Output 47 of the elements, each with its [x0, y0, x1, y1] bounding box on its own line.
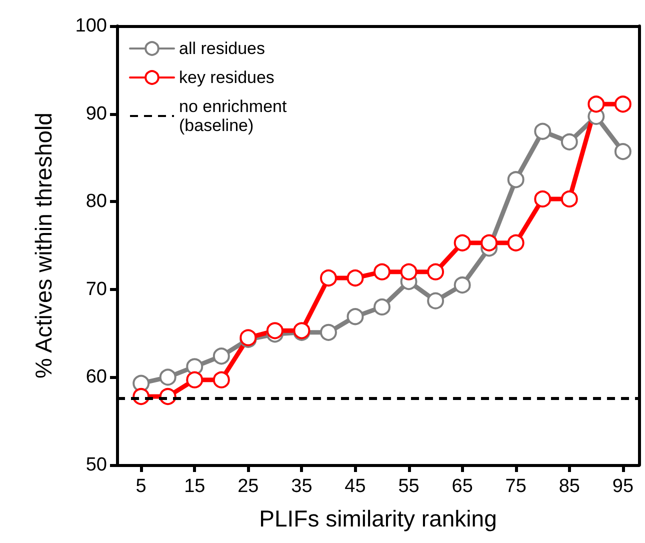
- x-tick-label: 75: [505, 476, 526, 497]
- y-tick-label: 100: [75, 16, 107, 36]
- point: [159, 368, 176, 386]
- x-axis-title: PLIFs similarity ranking: [259, 506, 497, 532]
- y-tick-label: 90: [86, 103, 107, 124]
- point: [507, 234, 524, 252]
- legend-label: key residues: [179, 68, 274, 87]
- x-tick-label: 85: [558, 476, 580, 497]
- legend-label: no enrichment (baseline): [179, 97, 288, 135]
- point: [534, 122, 552, 140]
- point: [614, 143, 632, 160]
- x-tick-label: 15: [184, 476, 206, 497]
- x-tick-label: 5: [136, 476, 146, 497]
- y-tick-label: 60: [86, 366, 107, 388]
- point: [454, 276, 471, 294]
- x-tick-label: 45: [344, 476, 366, 497]
- point: [454, 234, 471, 252]
- y-axis-title: % Actives within threshold: [30, 112, 56, 378]
- point: [560, 133, 578, 150]
- point: [480, 234, 498, 252]
- legend-label: all residues: [179, 39, 265, 58]
- x-tick-label: 55: [398, 476, 420, 497]
- y-tick-label: 50: [86, 454, 107, 476]
- point: [534, 190, 552, 208]
- point: [427, 263, 444, 280]
- point: [400, 263, 418, 280]
- point: [212, 371, 230, 388]
- point: [320, 269, 337, 286]
- x-tick-label: 35: [291, 476, 312, 497]
- y-tick-label: 80: [86, 191, 107, 212]
- point: [346, 308, 364, 326]
- point: [266, 322, 284, 340]
- point: [212, 348, 230, 365]
- x-tick-label: 95: [612, 476, 634, 497]
- y-tick-label: 70: [86, 278, 107, 300]
- point: [374, 298, 391, 316]
- point: [346, 269, 364, 286]
- x-tick-label: 65: [452, 476, 473, 497]
- point: [320, 324, 337, 341]
- point: [374, 263, 391, 280]
- point: [507, 171, 524, 188]
- point: [560, 190, 578, 208]
- x-tick-label: 25: [238, 476, 259, 497]
- point: [588, 96, 605, 113]
- point: [186, 371, 204, 388]
- point: [614, 96, 632, 113]
- point: [427, 292, 444, 310]
